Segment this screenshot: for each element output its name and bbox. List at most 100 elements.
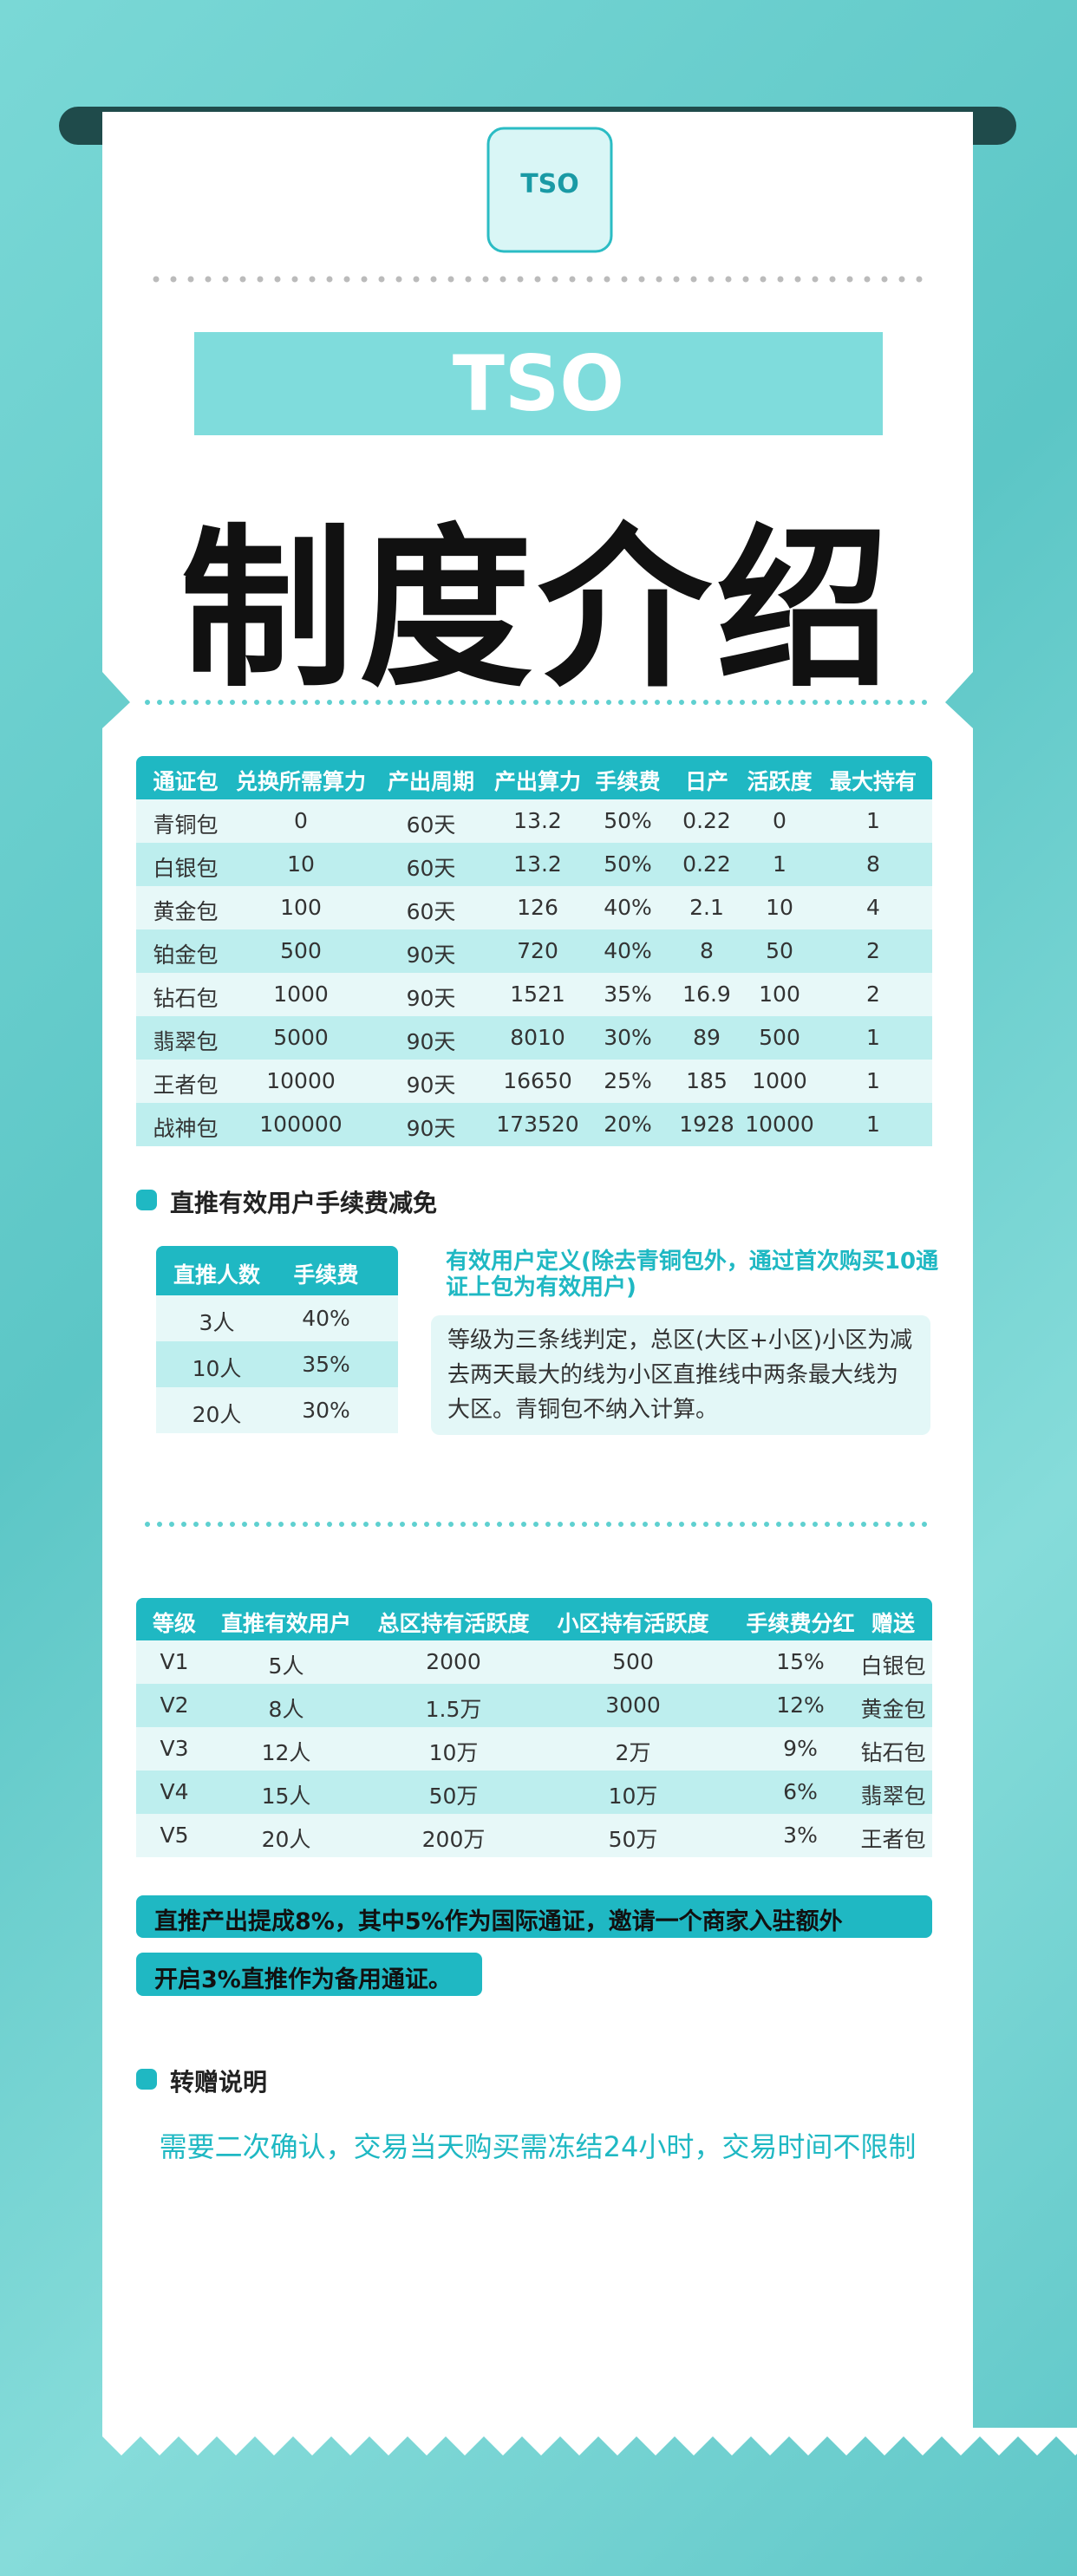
table-row xyxy=(136,1103,932,1146)
table-cell: 500 xyxy=(612,1649,654,1674)
table-row xyxy=(136,1016,932,1060)
header-cell: 直推人数 xyxy=(173,1262,261,1288)
table-row xyxy=(136,973,932,1016)
table-cell: 15人 xyxy=(261,1784,311,1809)
table-cell: 王者包 xyxy=(860,1827,926,1852)
table-cell: 8 xyxy=(700,938,714,963)
header-cell: 赠送 xyxy=(871,1610,916,1636)
table-cell: 8人 xyxy=(268,1697,304,1722)
table-cell: 720 xyxy=(517,938,558,963)
table-cell: 5人 xyxy=(268,1653,304,1679)
table-row xyxy=(136,1060,932,1103)
table-cell: 1 xyxy=(866,1068,880,1093)
table-cell: 60天 xyxy=(406,812,456,838)
table-cell: V5 xyxy=(160,1823,189,1848)
table-header xyxy=(136,756,932,799)
table-cell: 3000 xyxy=(605,1692,661,1718)
table-cell: 50% xyxy=(604,808,652,833)
table-cell: 50% xyxy=(604,851,652,877)
table-row xyxy=(136,886,932,929)
table-cell: 10万 xyxy=(608,1784,658,1809)
header-cell: 活跃度 xyxy=(747,769,813,794)
table-cell: 10 xyxy=(287,851,315,877)
transfer-body: 需要二次确认，交易当天购买需冻结24小时，交易时间不限制 xyxy=(159,2130,917,2163)
table-cell: 200万 xyxy=(421,1827,486,1852)
header-cell: 等级 xyxy=(152,1610,197,1636)
table-cell: 2 xyxy=(866,981,880,1007)
table-row xyxy=(156,1341,398,1387)
table-cell: 40% xyxy=(604,938,652,963)
table-cell: 青铜包 xyxy=(153,812,219,838)
table-cell: 10万 xyxy=(428,1740,479,1765)
header-cell: 通证包 xyxy=(153,769,219,794)
table-cell: 90天 xyxy=(406,942,456,968)
table-cell: 4 xyxy=(866,895,880,920)
note-body: 等级为三条线判定，总区(大区+小区)小区为减去两天最大的线为小区直推线中两条最大… xyxy=(447,1327,913,1423)
table-cell: 2万 xyxy=(615,1740,651,1765)
table-cell: 白银包 xyxy=(153,856,219,881)
table-cell: 1 xyxy=(866,1025,880,1050)
table-cell: 60天 xyxy=(406,856,456,881)
table-cell: 90天 xyxy=(406,1073,456,1098)
table-cell: 1521 xyxy=(510,981,565,1007)
table-cell: 2.1 xyxy=(689,895,724,920)
table-cell: V3 xyxy=(160,1736,189,1761)
table-cell: 20% xyxy=(604,1112,652,1137)
header-cell: 最大持有 xyxy=(829,769,917,794)
table-cell: 16.9 xyxy=(682,981,731,1007)
table-cell: 0.22 xyxy=(682,851,731,877)
table-cell: 0 xyxy=(294,808,308,833)
table-cell: 0.22 xyxy=(682,808,731,833)
table-cell: 89 xyxy=(693,1025,721,1050)
table-row xyxy=(136,1771,932,1814)
table-cell: 100 xyxy=(759,981,800,1007)
table-cell: 3人 xyxy=(199,1309,235,1335)
header-cell: 产出周期 xyxy=(387,769,475,794)
table-cell: 50万 xyxy=(428,1784,479,1809)
table-cell: V4 xyxy=(160,1779,189,1804)
table-cell: 1 xyxy=(866,1112,880,1137)
table-header xyxy=(156,1246,398,1295)
table-cell: 35% xyxy=(604,981,652,1007)
table-row xyxy=(136,1727,932,1771)
table-cell: V1 xyxy=(160,1649,189,1674)
table-cell: 90天 xyxy=(406,1116,456,1141)
table-cell: 2 xyxy=(866,938,880,963)
table-cell: 8 xyxy=(866,851,880,877)
table-cell: 白银包 xyxy=(860,1653,926,1679)
table-cell: 126 xyxy=(517,895,558,920)
section-title: 直推有效用户手续费减免 xyxy=(170,1189,438,1217)
table-row xyxy=(136,843,932,886)
table-cell: 1 xyxy=(773,851,787,877)
table-cell: 10000 xyxy=(266,1068,336,1093)
note-title: 有效用户定义(除去青铜包外，通过首次购买10通证上包为有效用户) xyxy=(446,1249,939,1301)
table-cell: 1928 xyxy=(679,1112,734,1137)
table-cell: 黄金包 xyxy=(860,1697,926,1722)
table-cell: 翡翠包 xyxy=(153,1029,219,1054)
header-cell: 总区持有活跃度 xyxy=(377,1610,530,1636)
table-cell: 20人 xyxy=(261,1827,311,1852)
header-cell: 小区持有活跃度 xyxy=(557,1610,709,1636)
table-row xyxy=(136,929,932,973)
table-cell: 1000 xyxy=(752,1068,807,1093)
table-cell: 钻石包 xyxy=(860,1740,926,1765)
table-cell: 35% xyxy=(302,1351,350,1377)
highlight: 直推产出提成8%，其中5%作为国际通证，邀请一个商家入驻额外 xyxy=(154,1908,843,1935)
table-cell: 100 xyxy=(280,895,322,920)
table-cell: 30% xyxy=(302,1397,350,1423)
table-cell: 1 xyxy=(866,808,880,833)
table-cell: 90天 xyxy=(406,1029,456,1054)
table-row xyxy=(136,1684,932,1727)
table-cell: 500 xyxy=(280,938,322,963)
section-title: 转赠说明 xyxy=(170,2068,268,2097)
table-cell: 30% xyxy=(604,1025,652,1050)
table-cell: 25% xyxy=(604,1068,652,1093)
table-row xyxy=(136,799,932,843)
table-cell: 100000 xyxy=(259,1112,343,1137)
table-cell: 13.2 xyxy=(513,808,562,833)
banner: TSO xyxy=(452,339,625,428)
header-cell: 手续费分红 xyxy=(746,1610,855,1636)
table-row xyxy=(136,1640,932,1684)
header-cell: 产出算力 xyxy=(493,769,582,794)
